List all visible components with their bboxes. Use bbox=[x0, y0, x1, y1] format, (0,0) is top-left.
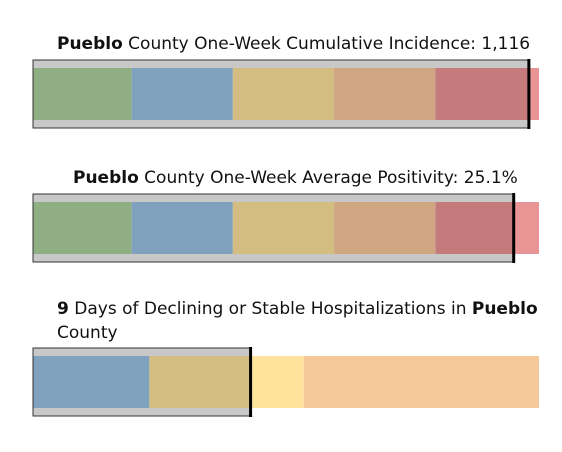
chart-2-gauge bbox=[32, 193, 539, 263]
chart-2-band-5 bbox=[435, 202, 514, 254]
chart-2-track-top bbox=[33, 194, 514, 202]
chart-2-title-county: Pueblo bbox=[73, 168, 139, 188]
chart-1-band-4 bbox=[334, 68, 436, 120]
chart-3-gauge bbox=[32, 347, 539, 417]
chart-1-band-1 bbox=[33, 68, 132, 120]
chart-1-title-county: Pueblo bbox=[57, 34, 123, 54]
chart-1-band-3 bbox=[232, 68, 335, 120]
chart-3-title-county: Pueblo bbox=[471, 299, 538, 319]
chart-3-band-1 bbox=[33, 356, 150, 408]
chart-3-title-text: Days of Declining or Stable Hospitalizat… bbox=[68, 299, 472, 319]
chart-1-band-5 bbox=[435, 68, 529, 120]
chart-3-track-bottom bbox=[33, 408, 251, 416]
chart-1-track-bottom bbox=[33, 120, 529, 128]
chart-1-band-2 bbox=[131, 68, 233, 120]
chart-2-band-3 bbox=[232, 202, 335, 254]
chart-2-title: Pueblo County One-Week Average Positivit… bbox=[73, 168, 518, 188]
chart-1-band-6 bbox=[528, 68, 539, 120]
chart-3-band-3 bbox=[250, 356, 304, 408]
chart-2-band-4 bbox=[334, 202, 436, 254]
chart-3-title: 9 Days of Declining or Stable Hospitaliz… bbox=[57, 297, 547, 345]
chart-2-band-6 bbox=[513, 202, 539, 254]
chart-3-band-4 bbox=[303, 356, 539, 408]
chart-2-band-2 bbox=[131, 202, 233, 254]
chart-1-track-top bbox=[33, 60, 529, 68]
chart-1-title: Pueblo County One-Week Cumulative Incide… bbox=[57, 34, 530, 54]
chart-3-title-end: County bbox=[57, 323, 118, 343]
chart-3-track-top bbox=[33, 348, 251, 356]
chart-1-gauge bbox=[32, 59, 539, 129]
chart-2-title-text: County One-Week Average Positivity: 25.1… bbox=[138, 168, 518, 188]
chart-1-title-text: County One-Week Cumulative Incidence: 1,… bbox=[122, 34, 531, 54]
chart-3-band-2 bbox=[149, 356, 251, 408]
chart-3-title-days: 9 bbox=[57, 299, 69, 319]
chart-2-track-bottom bbox=[33, 254, 514, 262]
chart-2-band-1 bbox=[33, 202, 132, 254]
